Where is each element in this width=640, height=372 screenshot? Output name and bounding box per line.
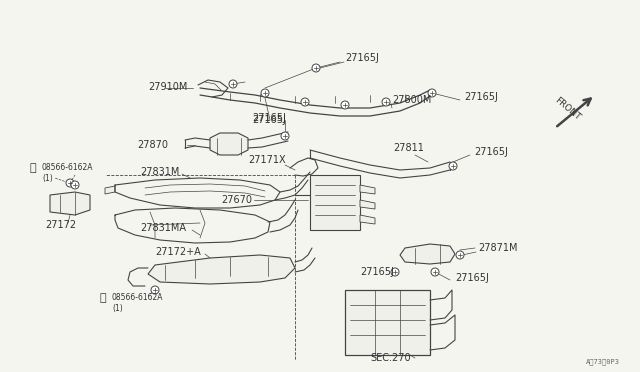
Text: 27165J: 27165J: [474, 147, 508, 157]
Polygon shape: [360, 215, 375, 224]
Text: A⁳73⁳0P3: A⁳73⁳0P3: [586, 358, 620, 365]
Text: 08566-6162A: 08566-6162A: [42, 164, 93, 173]
Text: 27800M: 27800M: [392, 95, 431, 105]
Polygon shape: [360, 185, 375, 194]
Text: 08566-6162A: 08566-6162A: [112, 294, 163, 302]
Text: (1): (1): [112, 304, 123, 312]
Text: 27831M: 27831M: [140, 167, 179, 177]
Polygon shape: [210, 133, 248, 155]
Text: (1): (1): [42, 173, 52, 183]
Polygon shape: [105, 186, 115, 194]
Text: Ⓢ: Ⓢ: [100, 293, 107, 303]
Circle shape: [281, 132, 289, 140]
Text: 27171X: 27171X: [248, 155, 285, 165]
Text: 27165J: 27165J: [252, 115, 286, 125]
Circle shape: [312, 64, 320, 72]
Circle shape: [428, 89, 436, 97]
Circle shape: [341, 101, 349, 109]
Text: FRONT: FRONT: [553, 96, 582, 122]
Polygon shape: [310, 175, 360, 230]
Polygon shape: [345, 290, 430, 355]
Text: 27165J: 27165J: [252, 113, 286, 123]
Circle shape: [449, 162, 457, 170]
Circle shape: [229, 80, 237, 88]
Text: SEC.270: SEC.270: [370, 353, 411, 363]
Circle shape: [261, 89, 269, 97]
Polygon shape: [360, 200, 375, 209]
Circle shape: [301, 98, 309, 106]
Text: 27165J: 27165J: [464, 92, 498, 102]
Text: 27811: 27811: [393, 143, 424, 153]
Circle shape: [382, 98, 390, 106]
Circle shape: [151, 286, 159, 294]
Circle shape: [71, 181, 79, 189]
Circle shape: [431, 268, 439, 276]
Text: 27165J: 27165J: [360, 267, 394, 277]
Text: 27831MA: 27831MA: [140, 223, 186, 233]
Text: 27670: 27670: [221, 195, 252, 205]
Text: 27870: 27870: [137, 140, 168, 150]
Circle shape: [66, 179, 74, 187]
Text: 27172: 27172: [45, 220, 76, 230]
Polygon shape: [400, 244, 455, 264]
Text: 27165J: 27165J: [455, 273, 489, 283]
Text: Ⓢ: Ⓢ: [30, 163, 36, 173]
Text: 27871M: 27871M: [478, 243, 518, 253]
Polygon shape: [50, 192, 90, 215]
Circle shape: [456, 251, 464, 259]
Text: 27165J: 27165J: [345, 53, 379, 63]
Circle shape: [391, 268, 399, 276]
Text: 27910M: 27910M: [148, 82, 188, 92]
Text: 27172+A: 27172+A: [155, 247, 201, 257]
Polygon shape: [148, 255, 295, 284]
